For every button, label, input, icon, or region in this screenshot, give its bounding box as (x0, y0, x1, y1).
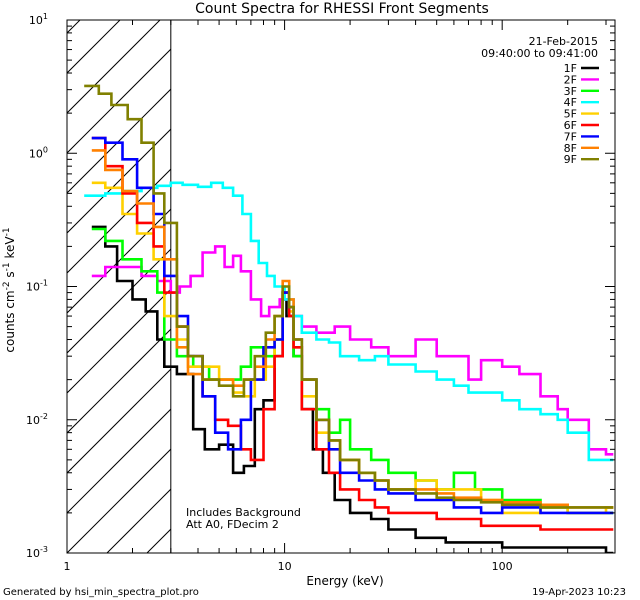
hatch-line (67, 408, 171, 514)
legend-label-8F: 8F (564, 142, 577, 155)
footer-timestamp: 19-Apr-2023 10:23 (532, 587, 626, 598)
series-lines (84, 84, 614, 553)
y-tick-label: 10-3 (26, 545, 48, 560)
hatch-line (67, 20, 121, 74)
legend-label-6F: 6F (564, 119, 577, 132)
y-tick-label: 10-2 (26, 412, 48, 427)
time-range-label: 09:40:00 to 09:41:00 (481, 47, 598, 60)
x-axis-label: Energy (keV) (306, 574, 383, 588)
series-line-3F (91, 227, 614, 515)
hatch-line (627, 20, 640, 553)
y-tick-label: 101 (29, 12, 48, 27)
annotation-background: Includes Background (186, 506, 301, 519)
series-line-5F (91, 181, 614, 515)
hatch-line (387, 20, 640, 553)
hatch-line (547, 20, 640, 553)
legend-label-9F: 9F (564, 153, 577, 166)
series-line-8F (91, 149, 614, 509)
y-axis: 10-3 10-2 10-1 100 101 (26, 12, 615, 560)
y-tick-label: 100 (29, 145, 48, 160)
annotation-attenuator: Att A0, FDecim 2 (186, 518, 279, 531)
series-line-7F (91, 136, 614, 515)
hatch-line (67, 208, 171, 314)
legend-label-2F: 2F (564, 73, 577, 86)
legend-label-5F: 5F (564, 108, 577, 121)
series-line-4F (84, 181, 614, 462)
hatch-line (67, 20, 161, 114)
hatch-line (67, 48, 171, 154)
x-axis: 1 10 100 (64, 20, 607, 573)
y-tick-label: 10-1 (26, 279, 48, 294)
x-tick-label: 1 (64, 560, 71, 573)
series-line-9F (84, 84, 614, 509)
date-label: 21-Feb-2015 (529, 35, 598, 48)
hatch-line (67, 368, 171, 474)
excluded-region-hatch (67, 20, 640, 553)
legend-label-4F: 4F (564, 96, 577, 109)
hatch-line (67, 88, 171, 194)
chart-title: Count Spectra for RHESSI Front Segments (195, 1, 489, 17)
legend-label-7F: 7F (564, 130, 577, 143)
footer-generated-by: Generated by hsi_min_spectra_plot.pro (3, 587, 199, 598)
hatch-line (67, 448, 171, 553)
legend-label-3F: 3F (564, 85, 577, 98)
x-tick-label: 10 (278, 560, 292, 573)
legend-label-1F: 1F (564, 62, 577, 75)
series-line-2F (91, 245, 614, 456)
y-axis-label: counts cm-2 s-1 keV-1 (2, 227, 17, 352)
x-tick-label: 100 (492, 560, 513, 573)
series-line-6F (91, 136, 614, 531)
